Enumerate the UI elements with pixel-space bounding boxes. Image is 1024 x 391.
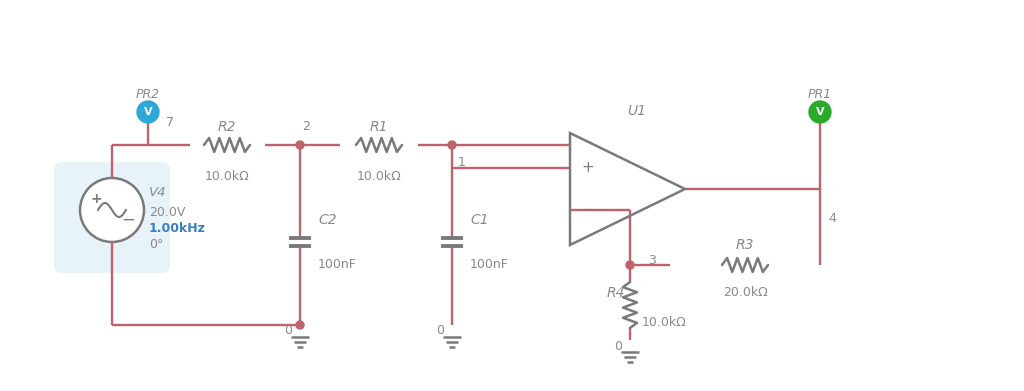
Text: U1: U1 <box>628 104 646 118</box>
Text: 10.0kΩ: 10.0kΩ <box>205 170 250 183</box>
Text: C2: C2 <box>318 213 337 227</box>
Text: 100nF: 100nF <box>470 258 509 271</box>
Text: 100nF: 100nF <box>318 258 357 271</box>
Text: 7: 7 <box>166 115 174 129</box>
Text: 10.0kΩ: 10.0kΩ <box>356 170 401 183</box>
Text: PR2: PR2 <box>136 88 160 102</box>
Circle shape <box>80 178 144 242</box>
Text: R2: R2 <box>218 120 237 134</box>
Text: 0°: 0° <box>150 239 164 251</box>
Text: 20.0kΩ: 20.0kΩ <box>723 287 767 300</box>
Text: R4: R4 <box>606 286 625 300</box>
Text: −: − <box>581 201 595 219</box>
Text: R3: R3 <box>736 238 755 252</box>
Circle shape <box>296 321 304 329</box>
Text: 20.0V: 20.0V <box>150 206 185 219</box>
Circle shape <box>626 261 634 269</box>
Circle shape <box>809 101 831 123</box>
Text: 2: 2 <box>302 120 310 133</box>
Circle shape <box>296 141 304 149</box>
Circle shape <box>137 101 159 123</box>
Text: +: + <box>90 192 101 206</box>
Text: 0: 0 <box>614 339 622 353</box>
Text: 0: 0 <box>436 325 444 337</box>
Text: C1: C1 <box>470 213 488 227</box>
Text: −: − <box>121 211 135 229</box>
Text: R1: R1 <box>370 120 388 134</box>
Text: 10.0kΩ: 10.0kΩ <box>642 316 687 330</box>
Circle shape <box>449 141 456 149</box>
Text: PR1: PR1 <box>808 88 833 102</box>
Text: 0: 0 <box>284 325 292 337</box>
Text: V4: V4 <box>150 185 167 199</box>
FancyBboxPatch shape <box>54 162 170 273</box>
Text: 4: 4 <box>828 212 836 226</box>
Text: 1: 1 <box>458 156 466 170</box>
Text: +: + <box>582 160 594 176</box>
Text: 3: 3 <box>648 255 656 267</box>
Text: 1.00kHz: 1.00kHz <box>150 221 206 235</box>
Text: V: V <box>816 107 824 117</box>
Text: V: V <box>143 107 153 117</box>
